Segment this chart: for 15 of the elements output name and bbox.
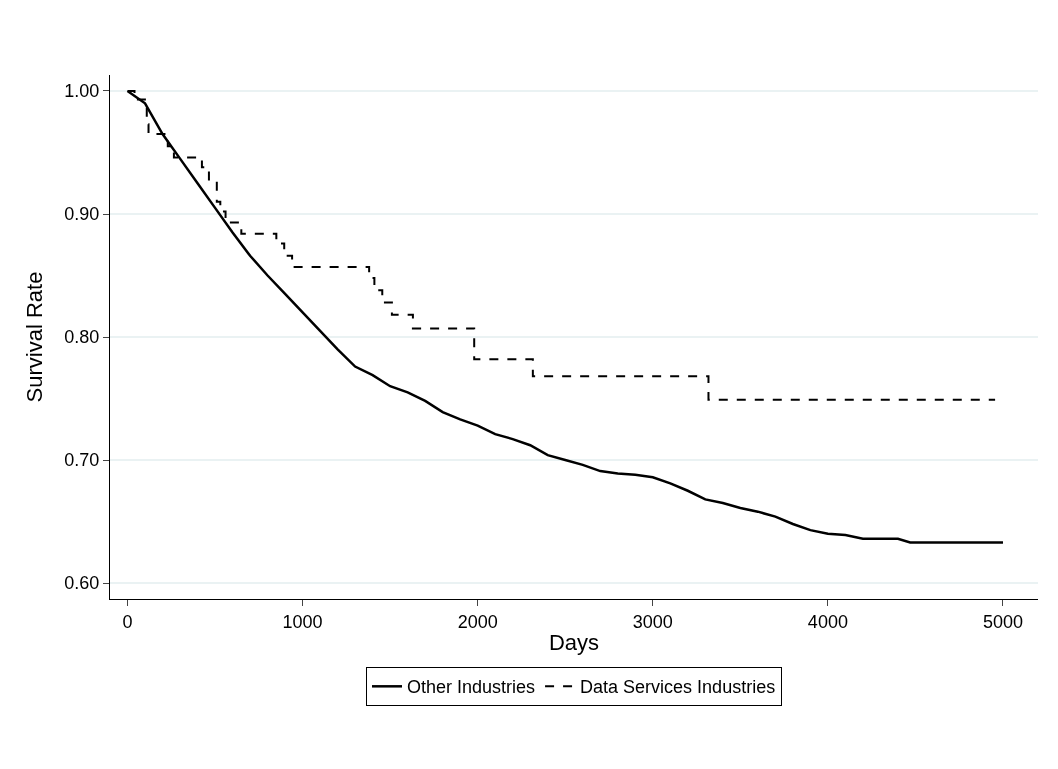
x-tick-label: 5000 (982, 611, 1023, 632)
y-tick-label: 1.00 (64, 81, 100, 102)
y-tick-label: 0.60 (64, 573, 100, 594)
y-axis-title: Survival Rate (22, 271, 48, 403)
x-tick-label: 2000 (457, 611, 498, 632)
legend-label: Data Services Industries (580, 677, 776, 698)
x-tick-label: 0 (122, 611, 133, 632)
legend-label: Other Industries (407, 677, 536, 698)
x-tick-label: 1000 (282, 611, 323, 632)
x-tick-label: 4000 (807, 611, 848, 632)
y-tick-label: 0.70 (64, 450, 100, 471)
y-tick-label: 0.80 (64, 327, 100, 348)
x-tick-label: 3000 (632, 611, 673, 632)
x-axis-title: Days (548, 630, 600, 656)
y-tick-label: 0.90 (64, 204, 100, 225)
